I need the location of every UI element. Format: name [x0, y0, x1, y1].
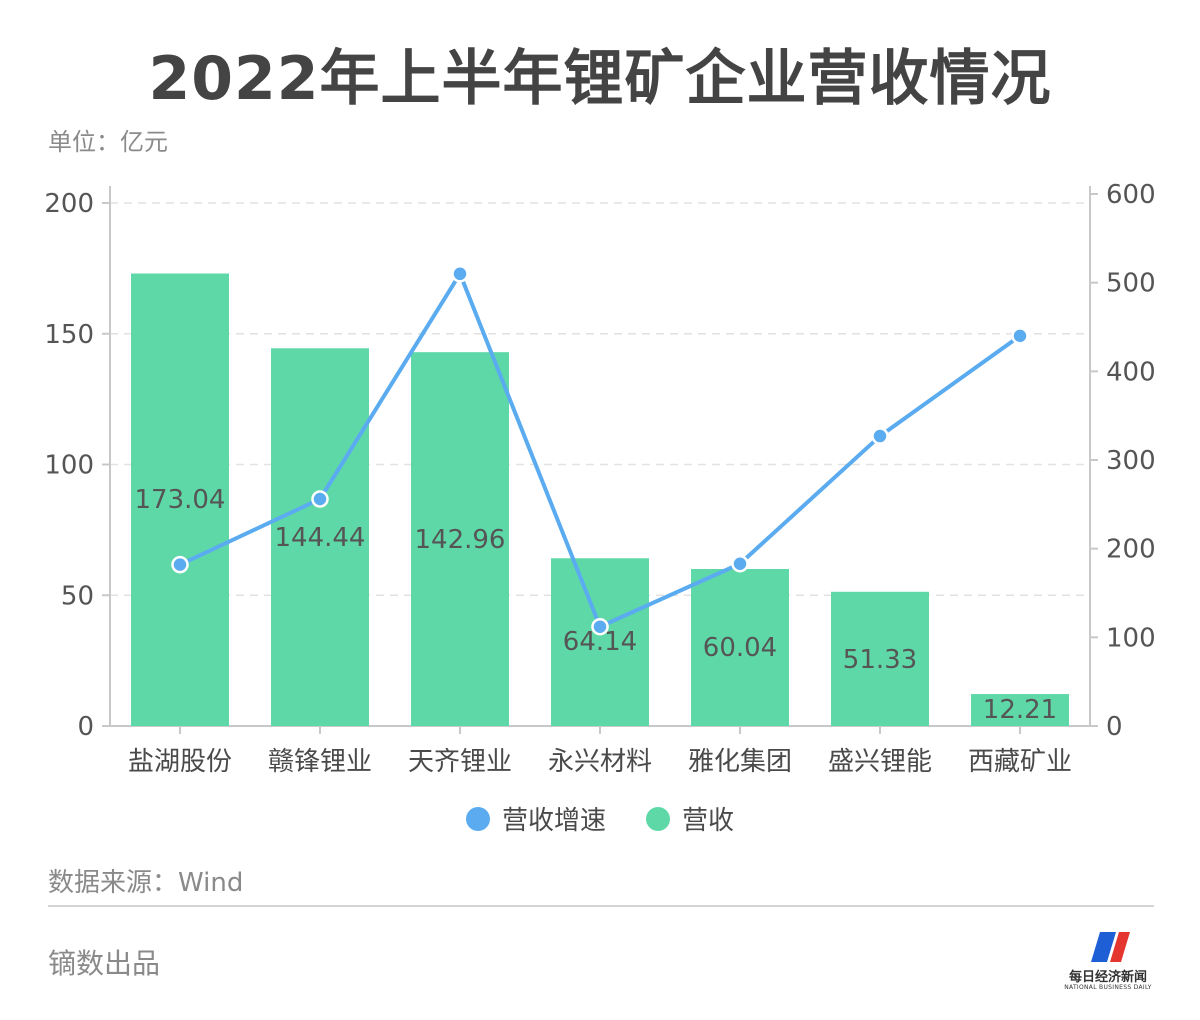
chart-title: 2022年上半年锂矿企业营收情况 — [148, 44, 1052, 114]
y-left-tick-label-4: 200 — [44, 189, 94, 219]
legend-growth-label: 营收增速 — [501, 806, 606, 836]
legend: 营收增速 营收 — [0, 800, 1200, 837]
bar-5 — [831, 591, 929, 726]
x-tick-label-2: 天齐锂业 — [408, 747, 512, 777]
y-right-tick-label-4: 400 — [1106, 357, 1156, 387]
y-right-tick-label-3: 300 — [1106, 446, 1156, 476]
legend-growth-swatch — [465, 806, 490, 831]
producer-credit: 镝数出品 — [48, 947, 161, 980]
y-right-tick-label-2: 200 — [1106, 535, 1156, 565]
y-left-tick-label-0: 0 — [77, 712, 94, 742]
y-left-tick-label-1: 50 — [61, 581, 94, 611]
nbd-logo-icon — [1091, 932, 1130, 962]
logo-text: 每日经济新闻 — [1068, 970, 1147, 985]
y-right-tick-label-6: 600 — [1106, 180, 1156, 210]
y-left-tick-label-3: 150 — [44, 320, 94, 350]
x-tick-label-6: 西藏矿业 — [968, 747, 1072, 777]
bar-data-label-2: 142.96 — [415, 525, 506, 555]
x-tick-label-3: 永兴材料 — [548, 747, 652, 777]
y-right-tick-label-0: 0 — [1106, 712, 1123, 742]
bar-data-label-4: 60.04 — [703, 633, 777, 663]
divider — [48, 905, 1154, 907]
bar-data-label-1: 144.44 — [275, 523, 366, 553]
x-tick-label-4: 雅化集团 — [688, 747, 792, 777]
logo-subtext: NATIONAL BUSINESS DAILY — [1064, 984, 1152, 991]
data-source: 数据来源：Wind — [48, 868, 244, 898]
unit-label: 单位：亿元 — [48, 128, 168, 156]
growth-point-2 — [451, 265, 469, 283]
bar-4 — [691, 568, 789, 726]
bar-1 — [271, 348, 369, 726]
legend-revenue-swatch — [646, 806, 670, 831]
growth-point-3 — [591, 617, 609, 636]
legend-item-growth[interactable]: 营收增速 — [465, 800, 606, 837]
growth-point-6 — [1011, 327, 1029, 345]
x-tick-label-5: 盛兴锂能 — [828, 747, 932, 777]
growth-point-4 — [731, 554, 749, 573]
growth-point-0 — [171, 555, 189, 574]
legend-item-revenue[interactable]: 营收 — [646, 800, 734, 837]
bar-3 — [551, 558, 649, 726]
bar-6 — [971, 694, 1069, 726]
bar-data-label-6: 12.21 — [983, 695, 1057, 725]
growth-point-1 — [311, 490, 329, 508]
x-tick-label-1: 赣锋锂业 — [268, 747, 372, 777]
bar-data-label-5: 51.33 — [843, 645, 917, 675]
x-tick-label-0: 盐湖股份 — [128, 747, 232, 777]
bar-0 — [131, 273, 229, 726]
y-left-tick-label-2: 100 — [44, 451, 94, 481]
chart: 0 50 100 150 200 0 100 200 300 400 500 600 盐湖股份 赣锋锂业 天… — [44, 180, 1156, 777]
y-right-tick-label-1: 100 — [1106, 623, 1156, 653]
bar-2 — [411, 352, 509, 726]
growth-point-5 — [871, 427, 889, 445]
y-right-tick-label-5: 500 — [1106, 269, 1156, 299]
legend-revenue-label: 营收 — [682, 806, 735, 836]
bar-data-label-0: 173.04 — [135, 485, 226, 515]
